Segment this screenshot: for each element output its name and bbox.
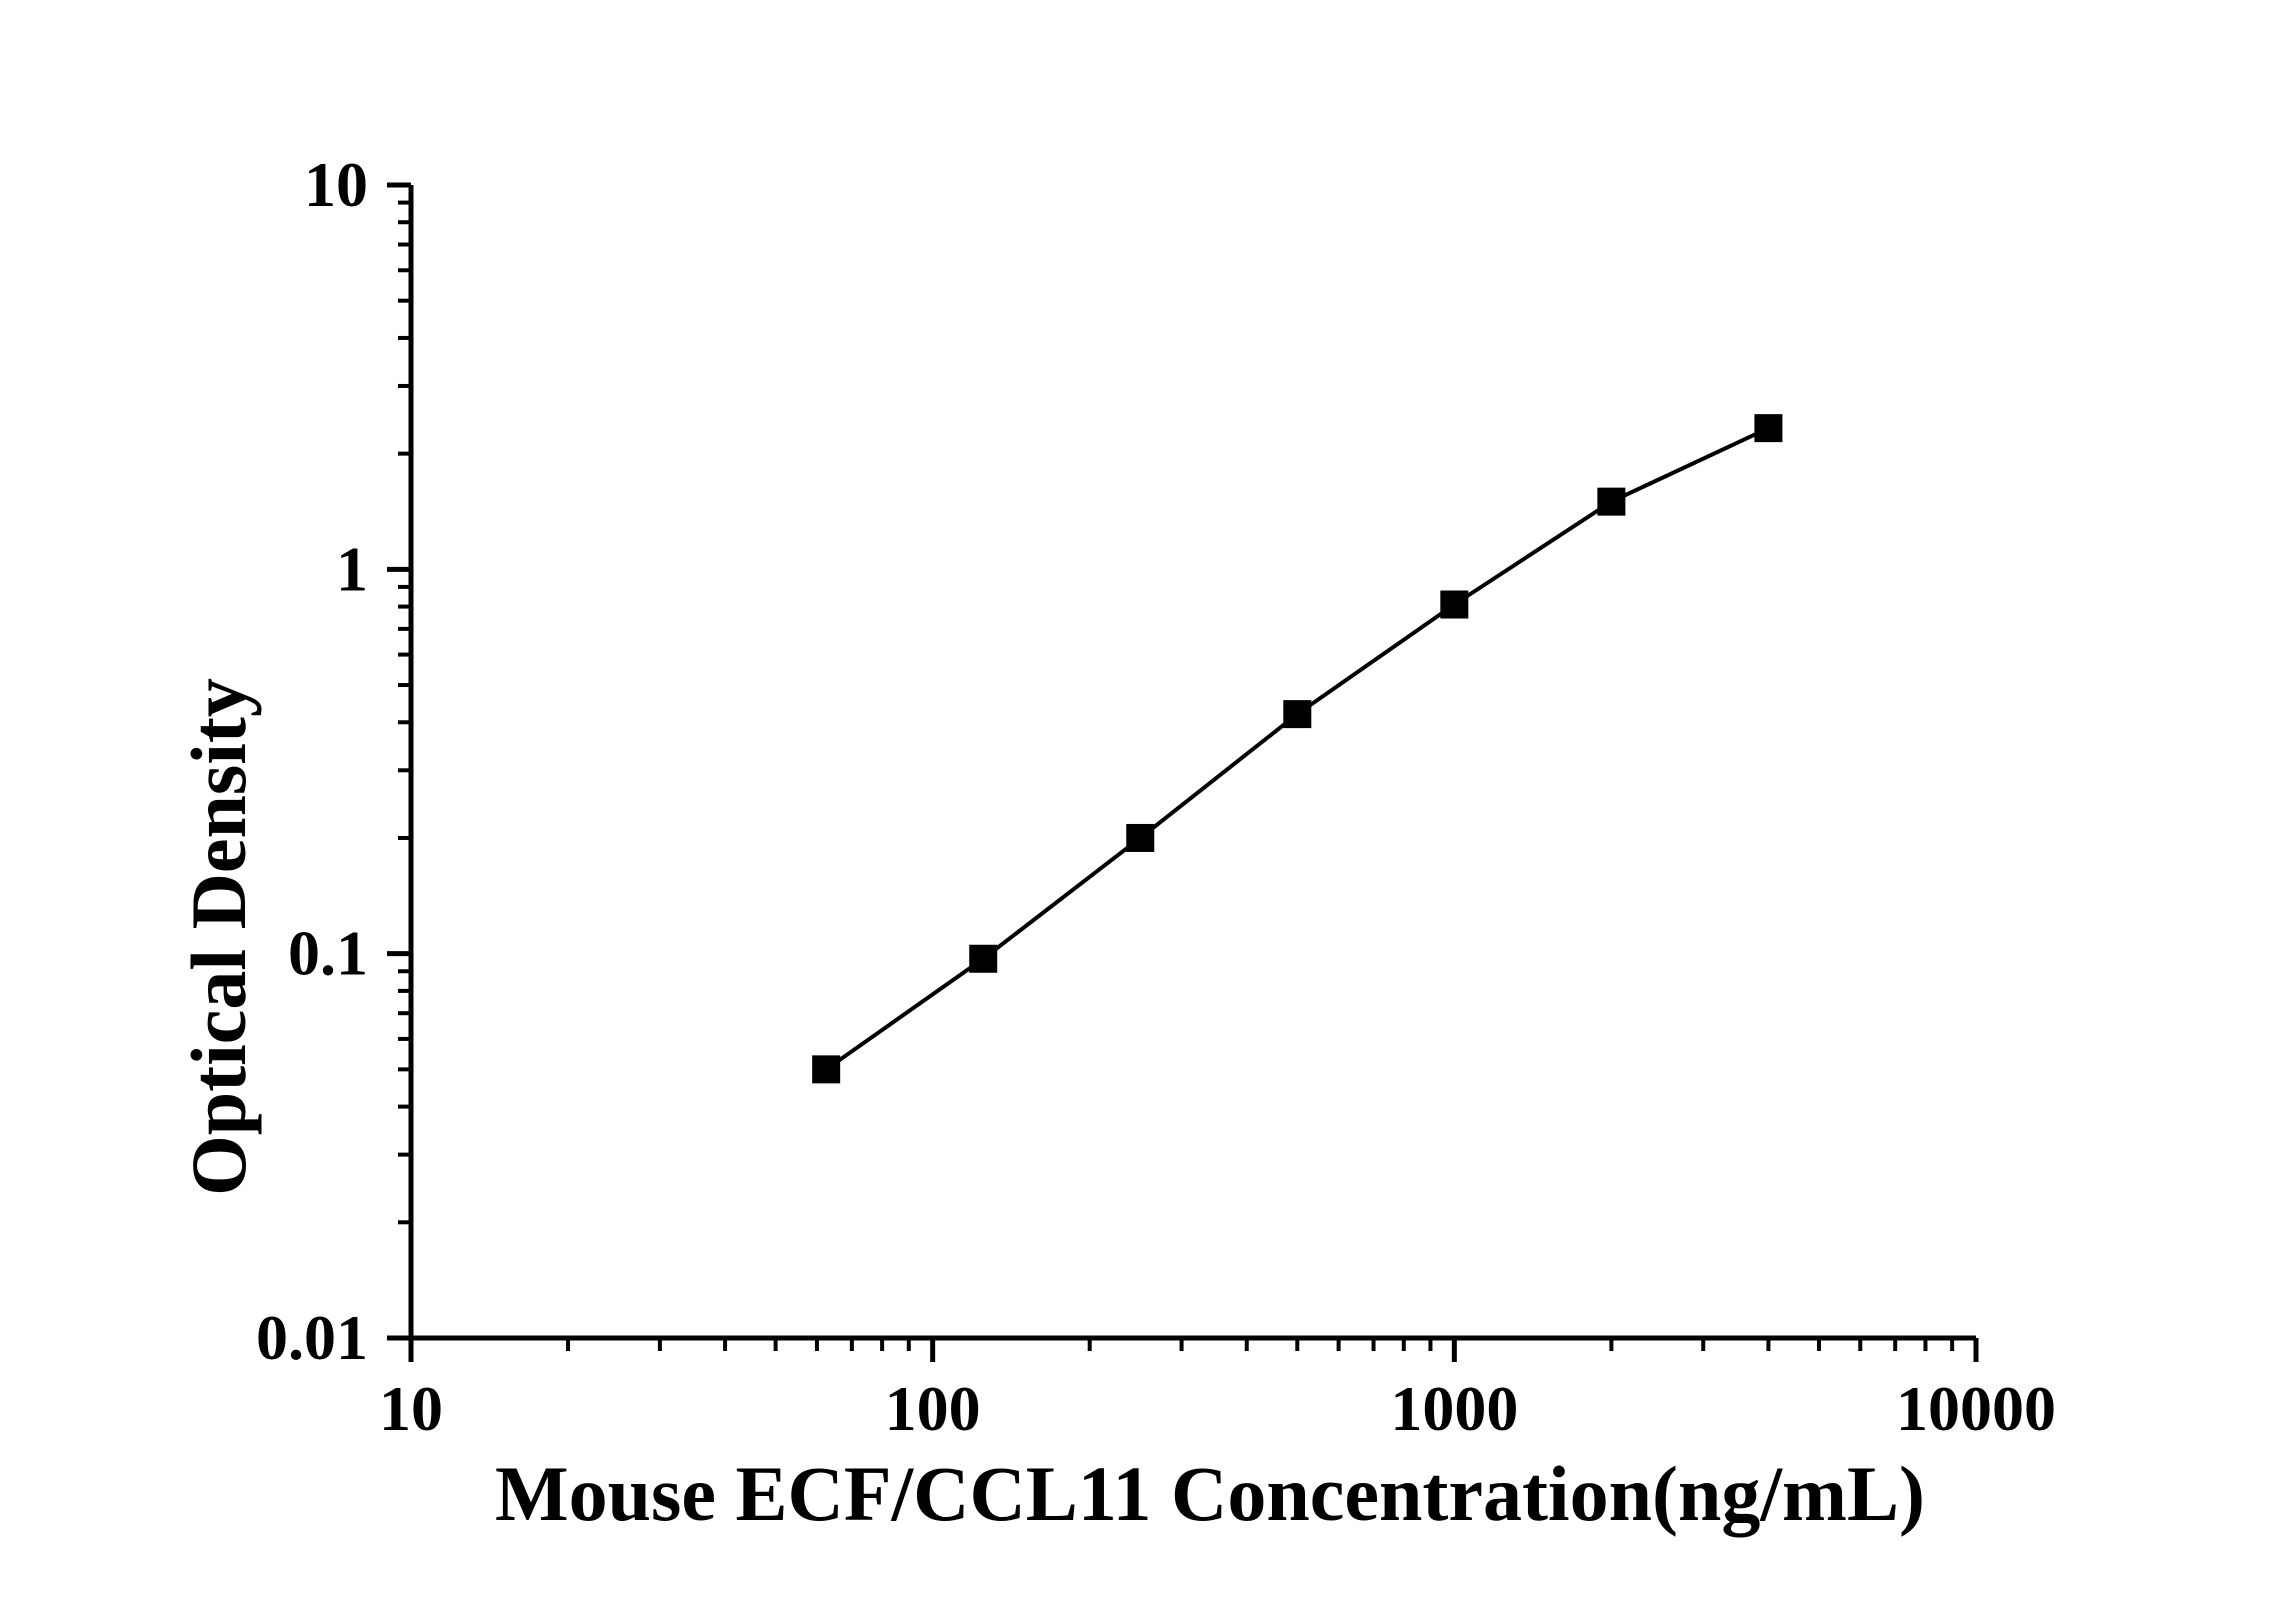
data-point-marker <box>1440 590 1469 619</box>
y-tick-label: 0.1 <box>288 918 368 989</box>
standard-curve-line <box>825 426 1770 1071</box>
y-axis-title: Optical Density <box>175 678 262 1196</box>
x-tick-label: 1000 <box>1390 1373 1518 1444</box>
data-point-marker <box>1283 700 1312 729</box>
data-point-marker <box>969 944 998 973</box>
x-tick-label: 10000 <box>1896 1373 2056 1444</box>
y-tick-label: 10 <box>304 149 368 220</box>
tick-labels: 10 100 1000 10000 0.01 0.1 1 10 <box>256 149 2056 1444</box>
standard-curve-series <box>812 414 1783 1084</box>
x-tick-label: 100 <box>885 1373 981 1444</box>
x-tick-label: 10 <box>379 1373 443 1444</box>
data-point-marker <box>812 1055 841 1084</box>
y-tick-label: 1 <box>336 533 368 604</box>
axes <box>387 182 1979 1362</box>
data-point-marker <box>1126 823 1155 852</box>
y-tick-label: 0.01 <box>256 1302 368 1373</box>
data-point-marker <box>1597 487 1626 516</box>
data-point-marker <box>1754 414 1783 443</box>
x-axis-title: Mouse ECF/CCL11 Concentration(ng/mL) <box>495 1450 1925 1537</box>
